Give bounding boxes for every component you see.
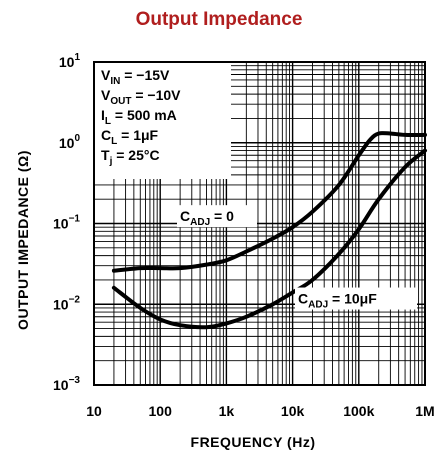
x-tick-label: 10k (281, 403, 305, 419)
conditions-background (95, 63, 231, 179)
condition-line: Tj = 25°C (101, 147, 160, 167)
condition-line: VIN = −15V (101, 67, 170, 87)
series-label: CADJ = 10μF (298, 291, 377, 311)
series-line (111, 131, 427, 273)
x-tick-labels: 10 100 1k 10k 100k 1M (86, 403, 435, 419)
series-label-background (295, 287, 417, 310)
y-tick-label: 10−1 (53, 214, 80, 232)
x-tick-label: 10 (86, 403, 102, 419)
x-tick-label: 1M (415, 403, 434, 419)
series-label: CADJ = 0 (180, 208, 234, 228)
x-tick-label: 100k (343, 403, 374, 419)
series-label-background (177, 205, 257, 228)
chart-title: Output Impedance (136, 9, 303, 30)
y-tick-label: 101 (59, 52, 81, 70)
y-tick-label: 10−2 (53, 294, 80, 312)
x-tick-label: 100 (149, 403, 173, 419)
plot-frame (93, 61, 426, 386)
series-layer (111, 131, 427, 330)
x-axis-label: FREQUENCY (Hz) (191, 434, 316, 450)
series-labels: CADJ = 0 CADJ = 10μF (177, 205, 417, 311)
condition-line: IL = 500 mA (101, 107, 177, 127)
y-tick-label: 10−3 (53, 375, 80, 393)
series-line (111, 148, 427, 330)
y-axis-label: OUTPUT IMPEDANCE (Ω) (15, 150, 31, 330)
condition-line: CL = 1μF (101, 127, 159, 147)
condition-line: VOUT = −10V (101, 87, 181, 107)
y-tick-label: 100 (59, 133, 81, 151)
x-tick-label: 1k (219, 403, 235, 419)
y-tick-labels: 101 100 10−1 10−2 10−3 (53, 52, 80, 393)
